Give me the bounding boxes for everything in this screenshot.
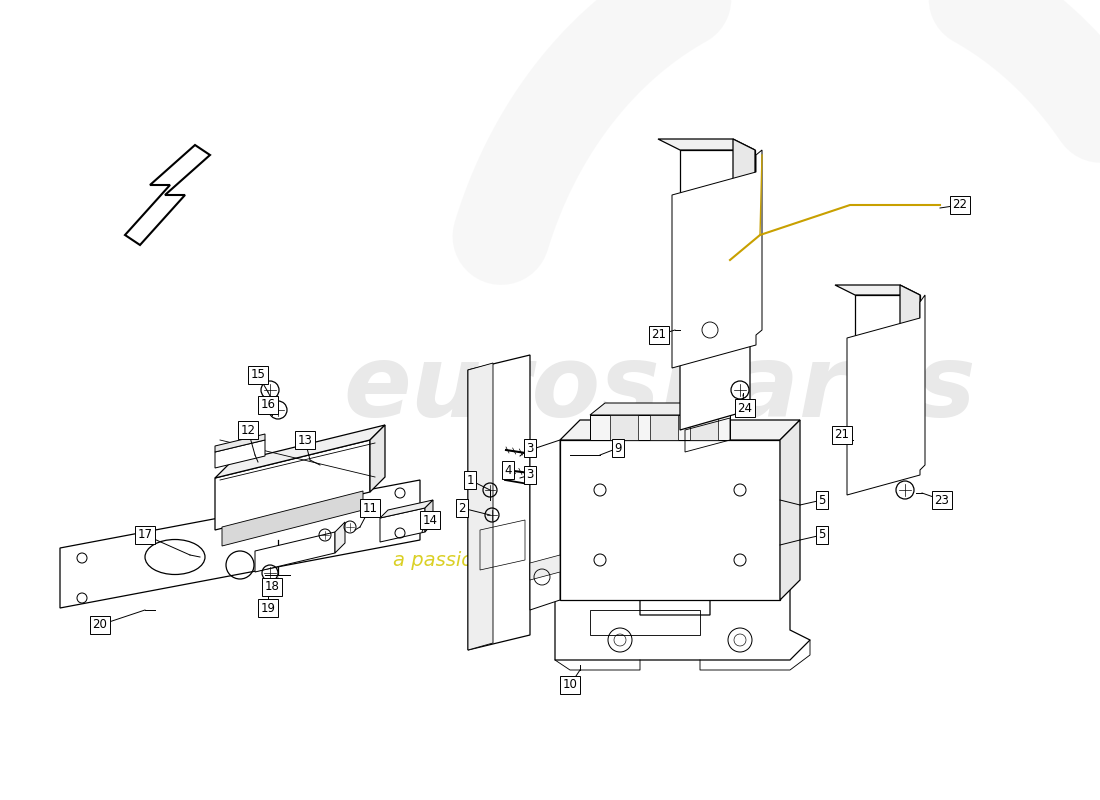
Polygon shape [255, 532, 336, 572]
Text: 4: 4 [504, 463, 512, 477]
Polygon shape [214, 440, 370, 530]
Text: 10: 10 [562, 678, 578, 691]
Polygon shape [590, 415, 730, 440]
Polygon shape [60, 480, 420, 608]
Polygon shape [733, 139, 755, 325]
Polygon shape [214, 425, 385, 478]
Polygon shape [530, 555, 560, 580]
Polygon shape [855, 295, 920, 455]
Polygon shape [379, 508, 425, 542]
Text: 16: 16 [261, 398, 275, 411]
Text: 5: 5 [818, 529, 826, 542]
Text: 14: 14 [422, 514, 438, 526]
Text: 11: 11 [363, 502, 377, 514]
Text: 3: 3 [526, 442, 534, 454]
Text: 20: 20 [92, 618, 108, 631]
Text: 9: 9 [614, 442, 622, 454]
Text: 1: 1 [466, 474, 474, 486]
Polygon shape [556, 590, 810, 660]
Text: 24: 24 [737, 402, 752, 414]
Polygon shape [658, 139, 755, 150]
Polygon shape [125, 145, 210, 245]
Polygon shape [780, 420, 800, 600]
Text: 3: 3 [526, 469, 534, 482]
Text: 21: 21 [651, 329, 667, 342]
Polygon shape [222, 491, 363, 546]
Text: 21: 21 [835, 429, 849, 442]
Polygon shape [370, 425, 385, 492]
Text: 18: 18 [265, 581, 279, 594]
Text: 15: 15 [251, 369, 265, 382]
Polygon shape [379, 500, 433, 518]
Polygon shape [690, 415, 718, 440]
Text: 19: 19 [261, 602, 275, 614]
Text: 13: 13 [298, 434, 312, 446]
Polygon shape [680, 150, 755, 325]
Polygon shape [835, 285, 920, 295]
Text: 22: 22 [953, 198, 968, 211]
Polygon shape [900, 285, 920, 455]
Polygon shape [214, 440, 265, 468]
Polygon shape [468, 363, 493, 650]
Polygon shape [468, 355, 530, 650]
Polygon shape [650, 415, 678, 440]
Text: 2: 2 [459, 502, 465, 514]
Polygon shape [680, 185, 750, 430]
Polygon shape [560, 420, 800, 440]
Text: 23: 23 [935, 494, 949, 506]
Text: 5: 5 [818, 494, 826, 506]
Text: eurospares: eurospares [343, 342, 977, 438]
Polygon shape [610, 415, 638, 440]
Polygon shape [336, 522, 345, 553]
Polygon shape [214, 434, 265, 452]
Polygon shape [425, 500, 433, 532]
Polygon shape [847, 295, 925, 495]
Text: a passion for parts since 1985: a passion for parts since 1985 [393, 550, 688, 570]
Polygon shape [530, 440, 560, 610]
Text: 17: 17 [138, 529, 153, 542]
Polygon shape [560, 440, 780, 600]
Polygon shape [672, 150, 762, 368]
Polygon shape [590, 403, 745, 415]
Text: 12: 12 [241, 423, 255, 437]
